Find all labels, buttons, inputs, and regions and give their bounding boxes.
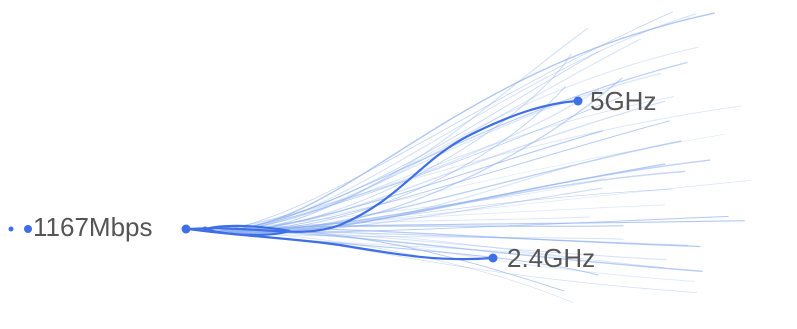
band-5ghz-label: 5GHz: [590, 86, 657, 116]
dot-left: [24, 225, 32, 233]
band-24ghz-label: 2.4GHz: [507, 243, 596, 273]
fan-line: [209, 100, 666, 233]
fan-line: [209, 231, 698, 293]
dot-5ghz: [573, 96, 583, 106]
fan-line: [209, 215, 729, 234]
dot-left-small: [8, 226, 14, 232]
fan-line: [209, 96, 674, 233]
speed-label: 1167Mbps: [33, 212, 153, 242]
fan-line: [209, 38, 642, 234]
fan-line: [209, 50, 600, 233]
fan-line: [209, 230, 703, 273]
path-loop: [204, 224, 291, 237]
fan-line: [209, 133, 725, 233]
signal-main-paths: [186, 99, 580, 261]
fan-line: [209, 177, 607, 233]
fan-line: [209, 27, 589, 233]
dot-mid: [202, 226, 208, 232]
fan-line: [209, 105, 742, 233]
fan-line: [209, 13, 696, 233]
fan-line: [209, 11, 673, 233]
fan-line: [209, 12, 715, 233]
path-to-5ghz: [186, 99, 580, 233]
dot-24ghz: [488, 253, 498, 263]
fan-line: [209, 88, 600, 233]
signal-dots: [8, 96, 583, 263]
dot-source: [181, 224, 191, 234]
